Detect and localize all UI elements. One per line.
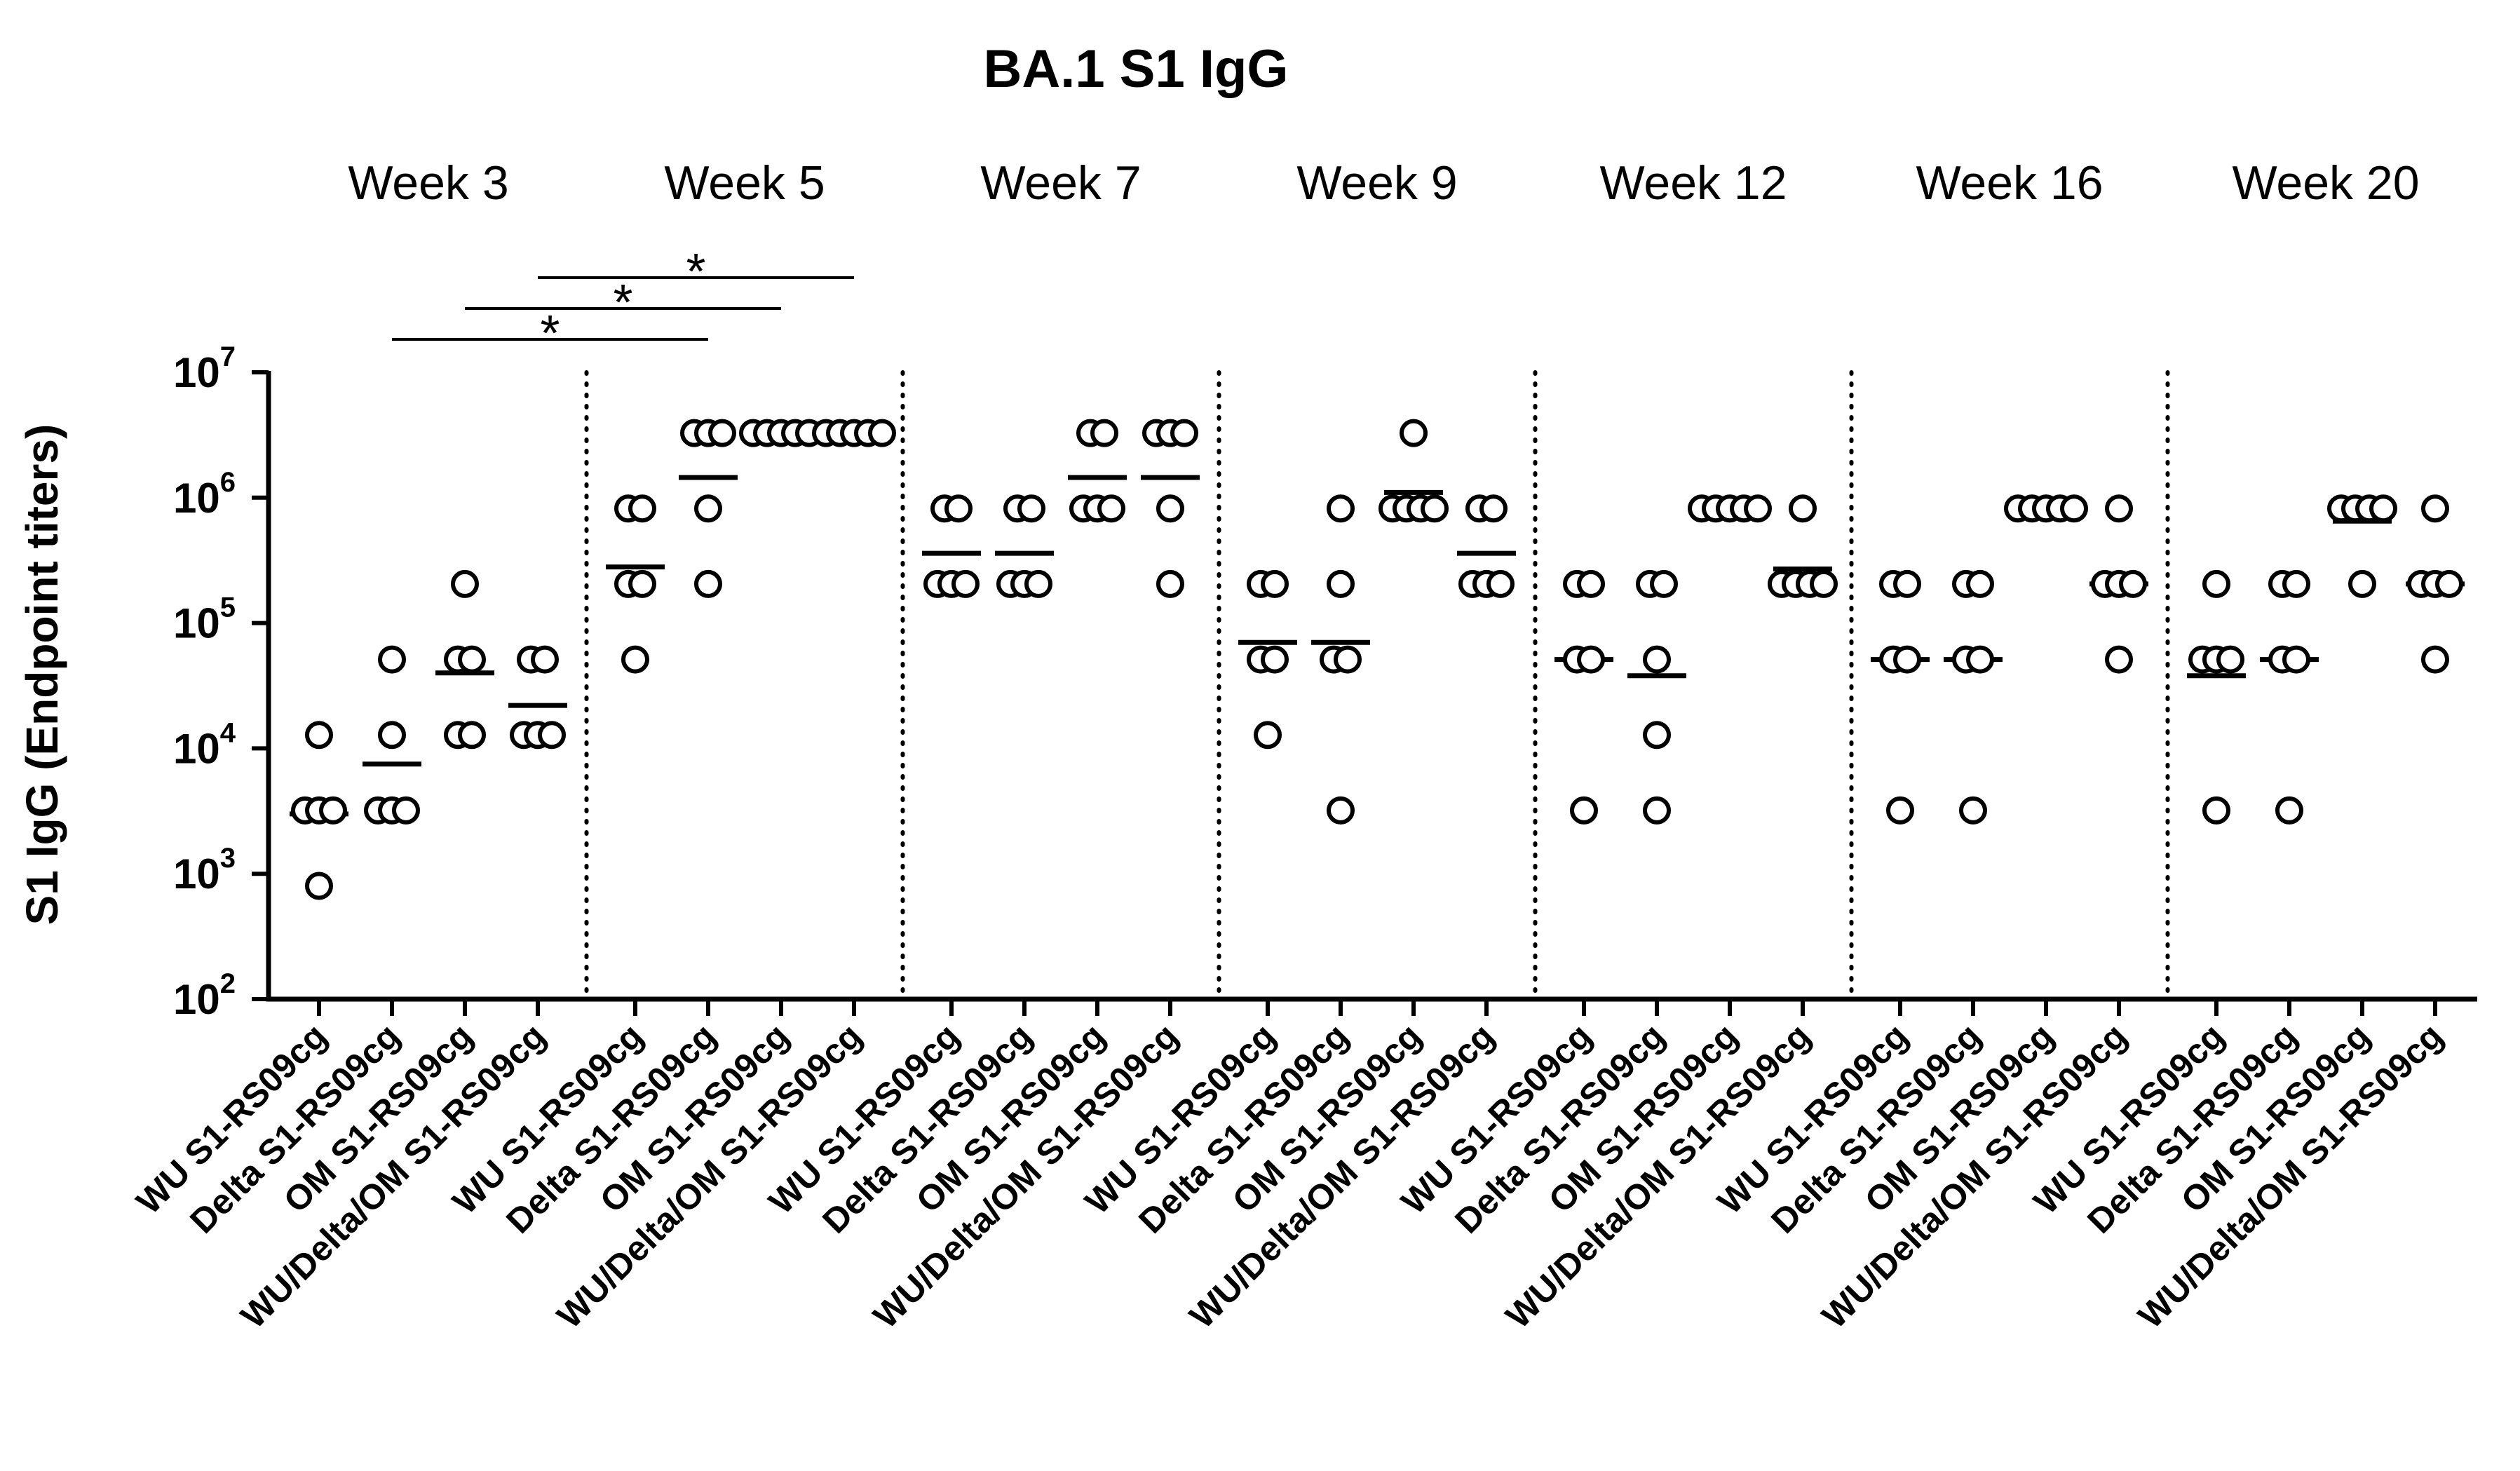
axes	[266, 371, 2477, 1002]
data-point	[1643, 645, 1671, 674]
mean-bars	[290, 431, 2465, 817]
data-point	[2348, 569, 2376, 598]
data-point	[305, 721, 333, 750]
data-point	[1090, 419, 1118, 447]
data-point	[1810, 569, 1838, 598]
panel-label: Week 16	[1916, 156, 2103, 210]
data-point	[2421, 645, 2449, 674]
data-point	[1261, 645, 1289, 674]
data-point	[628, 494, 656, 523]
panel-label: Week 5	[664, 156, 825, 210]
data-point	[1170, 419, 1198, 447]
data-point	[2105, 645, 2133, 674]
y-axis-label: S1 IgG (Endpoint titers)	[17, 424, 67, 926]
data-point	[694, 569, 722, 598]
panel-label: Week 20	[2232, 156, 2419, 210]
y-tick-label: 107	[173, 341, 236, 396]
data-point	[1261, 569, 1289, 598]
significance-star: *	[540, 306, 560, 362]
data-point	[458, 721, 486, 750]
y-tick-label: 104	[173, 717, 236, 772]
data-point	[621, 645, 649, 674]
data-point	[1893, 645, 1921, 674]
panel-label: Week 12	[1599, 156, 1787, 210]
data-points	[291, 419, 2463, 900]
y-tick-label: 103	[173, 843, 236, 897]
y-ticks: 102 103 104 105 106 107	[173, 341, 269, 1023]
data-point	[694, 494, 722, 523]
data-point	[531, 645, 559, 674]
data-point	[1650, 569, 1678, 598]
y-tick-label: 102	[173, 968, 236, 1023]
chart-title: BA.1 S1 IgG	[984, 39, 1289, 99]
data-point	[378, 721, 406, 750]
data-point	[1570, 796, 1598, 825]
data-point	[2275, 796, 2303, 825]
data-point	[944, 494, 973, 523]
data-point	[451, 569, 479, 598]
significance-annotations: * * *	[392, 244, 854, 362]
data-point	[1327, 796, 1355, 825]
data-point	[1893, 569, 1921, 598]
panel-label: Week 9	[1296, 156, 1457, 210]
data-point	[2282, 569, 2310, 598]
data-point	[2202, 796, 2230, 825]
panel-label: Week 7	[980, 156, 1141, 210]
data-point	[951, 569, 980, 598]
data-point	[2435, 569, 2463, 598]
y-tick-label: 105	[173, 592, 236, 647]
data-point	[1097, 494, 1125, 523]
significance-star: *	[613, 275, 632, 331]
data-point	[1327, 569, 1355, 598]
data-point	[1789, 494, 1817, 523]
data-point	[538, 721, 566, 750]
panel-dividers	[584, 370, 2170, 1001]
data-point	[708, 419, 736, 447]
data-point	[2369, 494, 2397, 523]
data-point	[1421, 494, 1449, 523]
data-point	[2060, 494, 2088, 523]
data-point	[1334, 645, 1362, 674]
data-point	[2202, 569, 2230, 598]
data-point	[1966, 645, 1994, 674]
data-point	[1254, 721, 1282, 750]
data-point	[1886, 796, 1914, 825]
data-point	[2421, 494, 2449, 523]
data-point	[1024, 569, 1052, 598]
data-point	[1486, 569, 1515, 598]
y-tick-label: 106	[173, 467, 236, 522]
data-point	[2282, 645, 2310, 674]
data-point	[1479, 494, 1508, 523]
data-point	[1643, 796, 1671, 825]
data-point	[392, 796, 420, 825]
data-point	[1577, 569, 1605, 598]
data-point	[1400, 419, 1428, 447]
data-point	[2216, 645, 2244, 674]
data-point	[1327, 494, 1355, 523]
data-point	[378, 645, 406, 674]
data-point	[1643, 721, 1671, 750]
data-point	[1156, 494, 1184, 523]
data-point	[1744, 494, 1772, 523]
data-point	[305, 872, 333, 900]
data-point	[1577, 645, 1605, 674]
panel-label: Week 3	[348, 156, 508, 210]
data-point	[1017, 494, 1045, 523]
data-point	[2105, 494, 2133, 523]
data-point	[628, 569, 656, 598]
data-point	[2119, 569, 2147, 598]
data-point	[1966, 569, 1994, 598]
data-point	[1156, 569, 1184, 598]
panel-labels: Week 3 Week 5 Week 7 Week 9 Week 12 Week 16 We…	[348, 156, 2419, 210]
data-point	[319, 796, 347, 825]
data-point	[868, 419, 896, 447]
significance-star: *	[686, 244, 705, 300]
data-point	[458, 645, 486, 674]
data-point	[1959, 796, 1987, 825]
